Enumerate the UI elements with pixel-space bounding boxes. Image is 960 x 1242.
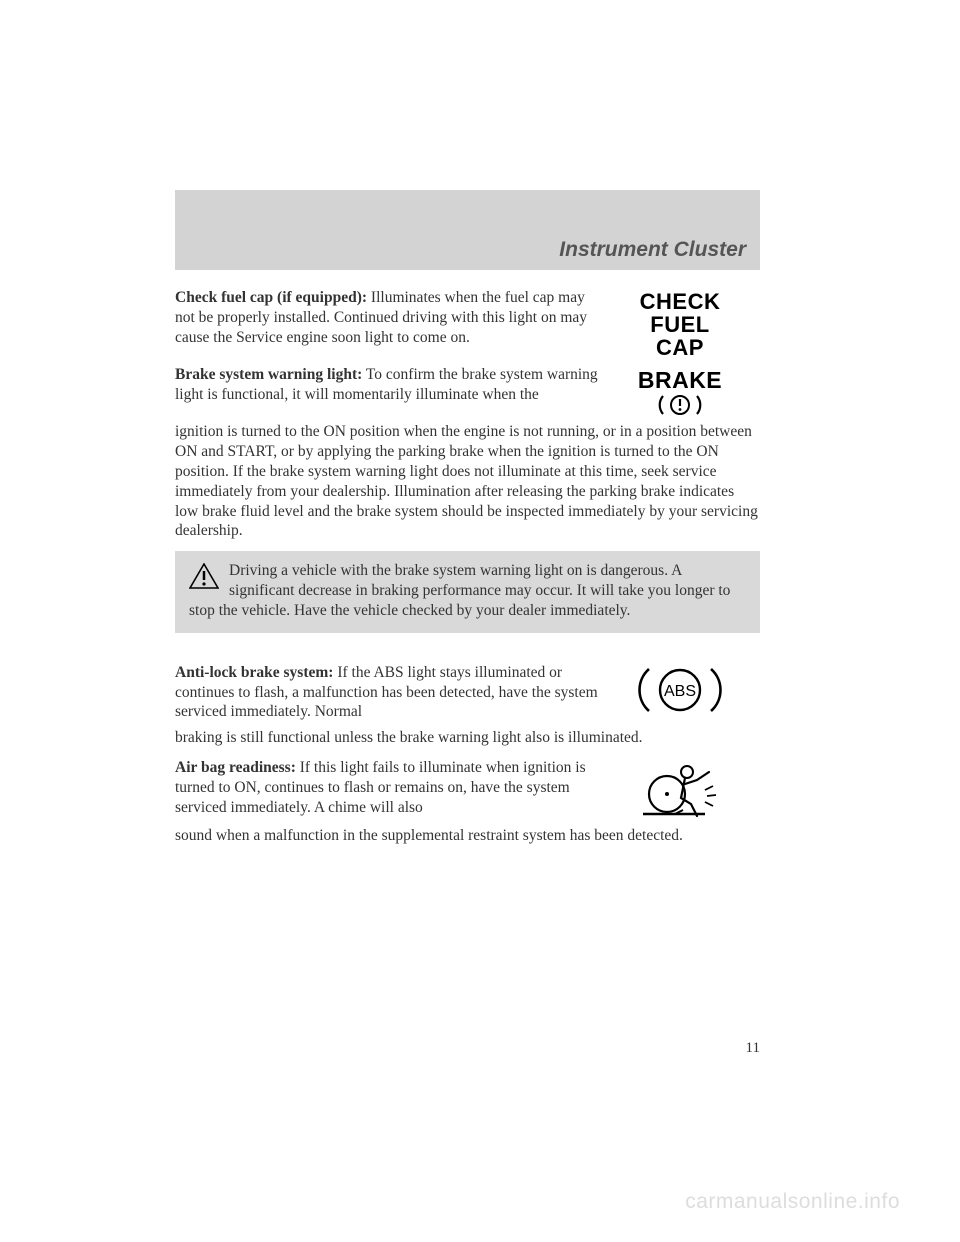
brake-heading: Brake system warning light: [175, 366, 362, 383]
warning-text: Driving a vehicle with the brake system … [189, 562, 730, 619]
abs-indicator: ABS [600, 663, 760, 722]
page-number: 11 [746, 1040, 760, 1057]
abs-icon: ABS [637, 665, 723, 715]
brake-indicator-label: BRAKE [638, 367, 722, 394]
section-title: Instrument Cluster [559, 238, 746, 262]
airbag-icon [635, 760, 725, 820]
fuel-cap-heading: Check fuel cap (if equipped): [175, 289, 367, 306]
section-header-bar: Instrument Cluster [175, 190, 760, 270]
brake-warning-icon [657, 394, 703, 416]
content-area: Instrument Cluster Check fuel cap (if eq… [175, 190, 760, 856]
brake-text-narrow: Brake system warning light: To confirm t… [175, 365, 600, 416]
airbag-heading: Air bag readiness: [175, 759, 296, 776]
brake-indicator: BRAKE [600, 365, 760, 416]
abs-indicator-label: ABS [664, 683, 696, 700]
fuel-cap-text: Check fuel cap (if equipped): Illuminate… [175, 288, 600, 359]
brake-body-full: ignition is turned to the ON position wh… [175, 422, 760, 541]
abs-heading: Anti-lock brake system: [175, 664, 333, 681]
warning-triangle-icon [189, 563, 219, 589]
abs-text-narrow: Anti-lock brake system: If the ABS light… [175, 663, 600, 722]
indicator-line-3: CAP [656, 336, 704, 359]
airbag-indicator [600, 758, 760, 820]
airbag-text-narrow: Air bag readiness: If this light fails t… [175, 758, 600, 820]
brake-section: Brake system warning light: To confirm t… [175, 365, 760, 416]
abs-body-full: braking is still functional unless the b… [175, 728, 760, 748]
airbag-section: Air bag readiness: If this light fails t… [175, 758, 760, 820]
abs-section: Anti-lock brake system: If the ABS light… [175, 663, 760, 722]
indicator-line-2: FUEL [650, 313, 709, 336]
watermark: carmanualsonline.info [685, 1190, 900, 1214]
warning-callout: Driving a vehicle with the brake system … [175, 551, 760, 632]
check-fuel-cap-indicator: CHECK FUEL CAP [600, 288, 760, 359]
indicator-line-1: CHECK [640, 290, 721, 313]
manual-page: Instrument Cluster Check fuel cap (if eq… [0, 0, 960, 1242]
fuel-cap-section: Check fuel cap (if equipped): Illuminate… [175, 288, 760, 359]
airbag-body-full: sound when a malfunction in the suppleme… [175, 826, 760, 846]
